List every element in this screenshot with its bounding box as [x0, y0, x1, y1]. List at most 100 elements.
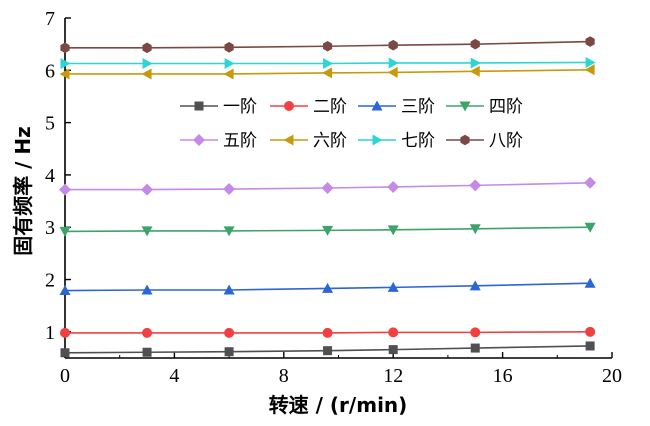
data-point	[142, 42, 152, 54]
x-axis-title: 转速 / (r/min)	[269, 393, 408, 417]
data-point	[322, 327, 333, 338]
legend-label: 七阶	[401, 131, 435, 151]
data-point	[141, 183, 154, 196]
data-point	[585, 326, 596, 337]
x-tick-label: 20	[602, 365, 622, 387]
x-tick-label: 12	[383, 365, 403, 387]
series-4	[59, 222, 596, 237]
x-tick-label: 16	[493, 365, 513, 387]
data-point	[142, 327, 153, 338]
data-point	[60, 327, 70, 338]
y-tick-label: 2	[45, 270, 55, 292]
data-point	[223, 68, 234, 80]
data-point	[387, 180, 400, 193]
data-point	[470, 57, 481, 69]
legend-marker	[459, 101, 471, 112]
data-point	[388, 345, 398, 355]
legend-marker	[372, 134, 383, 146]
data-point	[322, 67, 333, 79]
y-tick-label: 4	[45, 165, 55, 187]
data-point	[388, 327, 399, 338]
x-tick-label: 4	[169, 365, 179, 387]
legend-marker	[194, 101, 204, 111]
y-axis-title: 固有频率 / Hz	[11, 126, 35, 256]
data-point	[223, 284, 235, 295]
data-point	[469, 65, 480, 77]
data-point	[469, 280, 481, 291]
legend-label: 一阶	[223, 97, 257, 117]
data-point	[584, 176, 597, 189]
series-layer	[59, 36, 597, 358]
series-8	[60, 36, 595, 54]
legend-marker	[193, 134, 205, 146]
data-point	[59, 226, 71, 237]
y-tick-label: 6	[45, 60, 55, 82]
data-point	[224, 41, 234, 53]
data-point	[388, 57, 399, 69]
legend-label: 三阶	[401, 97, 435, 117]
legend-label: 二阶	[313, 97, 347, 117]
data-point	[142, 58, 153, 70]
data-point	[59, 183, 71, 196]
data-point	[141, 284, 153, 295]
data-point	[388, 39, 398, 51]
data-point	[223, 183, 236, 196]
y-tick-label: 7	[45, 8, 55, 30]
data-point	[469, 179, 482, 192]
data-point	[223, 226, 235, 237]
y-tick-label: 5	[45, 113, 55, 135]
series-6	[59, 64, 595, 80]
legend-marker	[283, 134, 294, 146]
legend-item: 一阶	[180, 97, 257, 117]
data-point	[470, 327, 481, 338]
legend-item: 七阶	[358, 131, 435, 151]
data-point	[584, 277, 596, 288]
series-2	[60, 326, 596, 338]
legend-item: 八阶	[446, 131, 523, 151]
legend-item: 四阶	[446, 97, 523, 117]
legend-marker	[284, 101, 294, 111]
legend-label: 六阶	[313, 131, 347, 151]
legend-item: 三阶	[358, 97, 435, 117]
data-point	[585, 56, 596, 68]
data-point	[322, 282, 334, 293]
data-point	[59, 68, 70, 80]
legend-label: 五阶	[223, 131, 257, 151]
series-3	[59, 277, 596, 296]
data-point	[141, 226, 153, 237]
data-point	[60, 348, 70, 358]
data-point	[387, 225, 399, 236]
legend-marker	[371, 100, 383, 111]
legend-item: 六阶	[270, 131, 347, 151]
data-point	[60, 58, 71, 70]
legend-label: 四阶	[489, 97, 523, 117]
series-1	[60, 341, 595, 358]
x-tick-label: 0	[60, 365, 70, 387]
x-tick-label: 8	[279, 365, 289, 387]
y-tick-label: 1	[45, 322, 55, 344]
data-point	[224, 327, 235, 338]
data-point	[141, 68, 152, 80]
y-tick-label: 3	[45, 217, 55, 239]
data-point	[224, 347, 234, 357]
data-point	[322, 225, 334, 236]
data-point	[323, 346, 333, 356]
series-7	[60, 56, 596, 70]
legend-label: 八阶	[489, 131, 523, 151]
data-point	[585, 36, 595, 47]
legend-item: 五阶	[180, 131, 257, 151]
data-point	[321, 182, 334, 194]
data-point	[59, 285, 71, 296]
data-point	[470, 343, 480, 353]
data-point	[322, 40, 333, 52]
data-point	[584, 64, 595, 76]
data-point	[387, 66, 398, 78]
data-point	[387, 281, 399, 292]
series-5	[59, 176, 597, 196]
data-point	[60, 42, 70, 54]
data-point	[323, 58, 334, 70]
data-point	[470, 38, 480, 50]
data-point	[142, 347, 152, 357]
